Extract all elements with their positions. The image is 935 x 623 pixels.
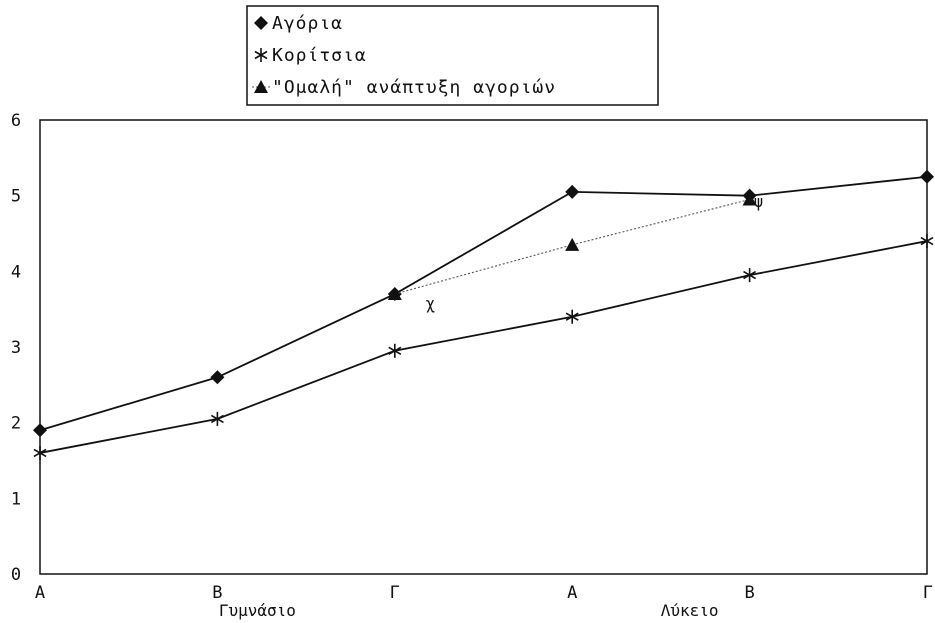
annotation-label: ψ — [754, 192, 764, 211]
star-marker — [743, 268, 757, 283]
x-tick-label: Β — [744, 583, 754, 603]
x-tick-label: Γ — [923, 583, 933, 603]
legend-entry-label: "Ομαλή" ανάπτυξη αγοριών — [272, 77, 556, 98]
star-marker — [565, 309, 579, 324]
annotation-label: χ — [425, 294, 435, 313]
y-tick-label: 5 — [11, 187, 21, 207]
triangle-marker — [565, 237, 580, 251]
x-tick-label: Α — [35, 583, 45, 603]
y-tick-label: 2 — [11, 414, 21, 434]
plot-area-border — [39, 119, 928, 575]
series-lines — [33, 169, 934, 460]
diamond-marker — [210, 370, 225, 385]
x-tick-label: Α — [567, 583, 577, 603]
x-axis-group-labels: Γυμνάσιο Λύκειο — [219, 601, 719, 620]
triangle-marker — [387, 287, 402, 301]
legend-triangle-marker — [254, 80, 268, 93]
series-line — [39, 240, 928, 454]
y-tick-label: 0 — [11, 565, 21, 585]
star-marker — [210, 411, 224, 426]
y-tick-label: 4 — [11, 262, 21, 282]
series-line — [39, 175, 928, 432]
x-tick-label: Γ — [390, 583, 400, 603]
legend-entry-label: Αγόρια — [272, 13, 343, 34]
y-axis-ticks: 0 1 2 3 4 5 6 — [11, 111, 21, 585]
y-tick-label: 6 — [11, 111, 21, 131]
x-group-label: Γυμνάσιο — [219, 601, 296, 620]
y-tick-label: 1 — [11, 489, 21, 509]
legend-diamond-marker — [254, 16, 268, 30]
x-group-label: Λύκειο — [661, 601, 719, 620]
diamond-marker — [33, 423, 47, 438]
annotations: χψ — [425, 192, 763, 313]
star-marker — [388, 343, 402, 358]
legend: Αγόρια Κορίτσια "Ομαλή" ανάπτυξη αγοριών — [246, 5, 659, 106]
x-tick-label: Β — [212, 583, 222, 603]
diamond-marker — [920, 169, 934, 184]
star-marker — [33, 445, 47, 460]
triangle-marker — [742, 192, 757, 206]
star-marker — [920, 234, 934, 249]
plot-frame — [39, 119, 928, 575]
legend-entry-label: Κορίτσια — [272, 45, 367, 66]
legend-box — [246, 5, 659, 106]
diamond-marker — [565, 184, 580, 199]
legend-star-marker — [254, 48, 268, 62]
y-tick-label: 3 — [11, 338, 21, 358]
